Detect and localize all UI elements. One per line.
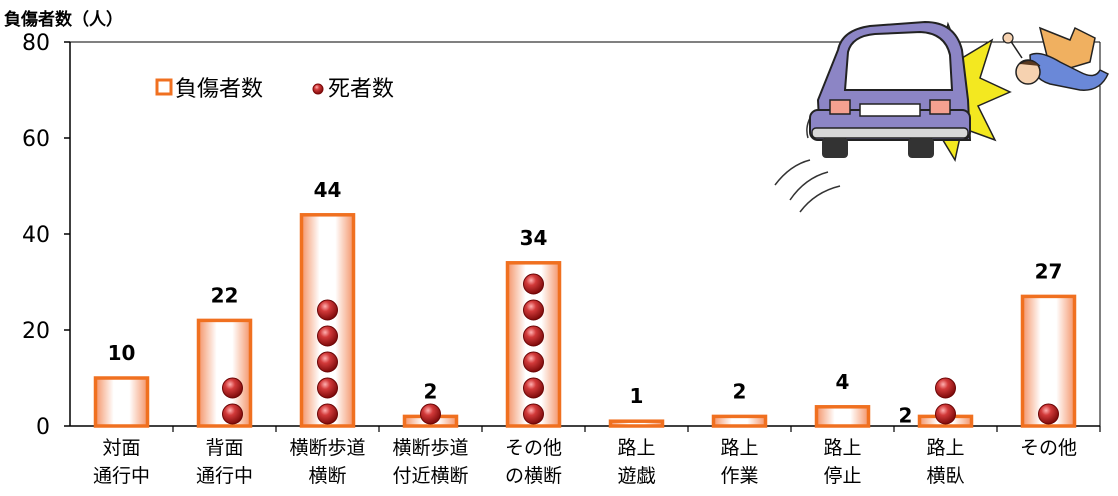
data-label-5: 1 bbox=[630, 384, 644, 408]
x-tick-label: 付近横断 bbox=[392, 465, 468, 487]
x-tick-label: 路上 bbox=[823, 437, 861, 459]
death-marker bbox=[523, 325, 544, 347]
y-tick-label: 60 bbox=[22, 127, 50, 152]
x-tick-label: 遊戯 bbox=[617, 465, 655, 487]
death-marker bbox=[317, 299, 338, 321]
death-marker bbox=[935, 377, 956, 399]
death-marker bbox=[935, 403, 956, 425]
y-tick-label: 40 bbox=[22, 223, 50, 248]
death-marker bbox=[523, 377, 544, 399]
x-tick-label: 停止 bbox=[823, 465, 861, 487]
y-tick-label: 80 bbox=[22, 31, 50, 56]
death-marker bbox=[420, 403, 441, 425]
x-tick-label: 路上 bbox=[720, 437, 758, 459]
car-icon bbox=[809, 20, 972, 158]
death-marker bbox=[523, 351, 544, 373]
x-tick-label: 横断歩道 bbox=[289, 437, 365, 459]
x-tick-label: 通行中 bbox=[93, 465, 150, 487]
x-tick-label: その他 bbox=[1020, 437, 1077, 459]
death-marker bbox=[523, 403, 544, 425]
death-marker bbox=[222, 377, 243, 399]
death-marker bbox=[317, 377, 338, 399]
x-tick-label: 横断歩道 bbox=[392, 437, 468, 459]
death-marker bbox=[523, 299, 544, 321]
bar-injured-5 bbox=[608, 419, 665, 428]
x-tick-label: 横臥 bbox=[926, 465, 964, 487]
death-marker bbox=[222, 403, 243, 425]
data-label-6: 2 bbox=[733, 379, 747, 403]
y-axis-title: 負傷者数（人） bbox=[4, 9, 123, 30]
x-tick-label: 路上 bbox=[926, 437, 964, 459]
x-tick-label: 路上 bbox=[617, 437, 655, 459]
y-axis-ticks: 0 20 40 60 80 bbox=[22, 31, 70, 440]
bar-injured-6 bbox=[711, 414, 768, 428]
data-label-7: 4 bbox=[836, 370, 850, 394]
x-tick-label: 横断 bbox=[308, 465, 346, 487]
y-tick-label: 20 bbox=[22, 319, 50, 344]
legend-death-label: 死者数 bbox=[328, 77, 394, 102]
data-label-8: 2 bbox=[899, 403, 913, 427]
legend-injured-swatch bbox=[155, 78, 173, 96]
data-label-9: 27 bbox=[1035, 259, 1063, 283]
x-tick-label: 作業 bbox=[720, 465, 758, 487]
death-markers bbox=[222, 273, 1059, 425]
death-marker bbox=[317, 325, 338, 347]
x-tick-label: 背面 bbox=[205, 437, 243, 459]
legend: 負傷者数 死者数 bbox=[155, 77, 394, 102]
pedestrian-icon bbox=[1002, 26, 1109, 91]
data-label-3: 2 bbox=[424, 379, 438, 403]
death-marker bbox=[317, 403, 338, 425]
data-labels: 10 22 44 2 34 1 2 4 2 27 bbox=[108, 178, 1063, 428]
car-crash-illustration bbox=[774, 20, 1109, 213]
death-marker bbox=[1038, 403, 1059, 425]
death-marker bbox=[523, 273, 544, 295]
death-marker bbox=[317, 351, 338, 373]
data-label-0: 10 bbox=[108, 341, 136, 365]
data-label-2: 44 bbox=[314, 178, 342, 202]
data-label-1: 22 bbox=[211, 283, 239, 307]
x-tick-label: 通行中 bbox=[196, 465, 253, 487]
x-tick-label: 対面 bbox=[102, 437, 140, 459]
legend-death-swatch bbox=[312, 83, 324, 95]
y-tick-label: 0 bbox=[36, 415, 50, 440]
x-tick-label: その他 bbox=[505, 437, 562, 459]
data-label-4: 34 bbox=[520, 226, 548, 250]
x-tick-label: の横断 bbox=[505, 465, 562, 487]
bar-injured-7 bbox=[814, 405, 871, 428]
legend-injured-label: 負傷者数 bbox=[175, 77, 263, 102]
bar-injured-0 bbox=[93, 376, 150, 428]
bars bbox=[93, 213, 1077, 428]
